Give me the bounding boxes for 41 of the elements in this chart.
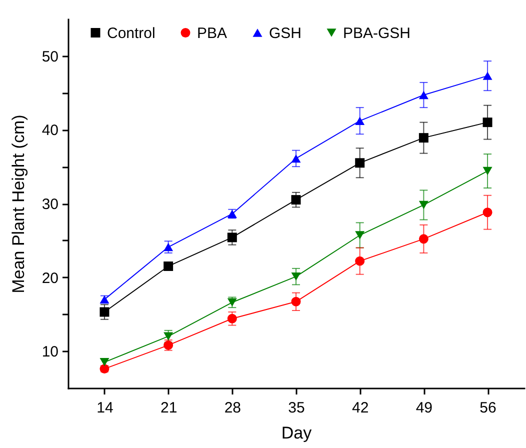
point	[291, 195, 301, 205]
point	[418, 133, 428, 143]
y-tick-label: 10	[42, 344, 58, 361]
point	[291, 154, 301, 163]
y-axis-title: Mean Plant Height (cm)	[8, 114, 28, 294]
point	[355, 256, 365, 266]
point	[418, 90, 428, 100]
point	[482, 72, 492, 80]
point	[355, 116, 365, 125]
point	[227, 314, 237, 324]
x-tick-label: 42	[352, 400, 369, 416]
point	[227, 232, 237, 242]
legend-label: PBA-GSH	[343, 24, 411, 42]
x-axis-title: Day	[281, 424, 312, 442]
y-tick-label: 30	[42, 196, 58, 213]
point	[355, 231, 365, 240]
point	[355, 158, 365, 168]
point	[418, 234, 428, 244]
x-tick-label: 28	[224, 400, 242, 416]
x-tick-label: 56	[480, 400, 496, 416]
point	[164, 261, 174, 271]
point	[482, 208, 492, 218]
y-tick-label: 40	[42, 122, 58, 140]
point	[482, 118, 492, 128]
y-tick-label: 20	[42, 270, 58, 287]
point	[100, 307, 110, 317]
x-tick-label: 49	[416, 400, 433, 416]
x-tick-label: 14	[96, 400, 114, 416]
x-tick-label: 35	[288, 400, 305, 416]
point	[164, 242, 174, 252]
point	[418, 200, 428, 210]
legend-label: PBA	[197, 24, 228, 42]
point	[291, 272, 301, 281]
legend-label: GSH	[269, 24, 302, 42]
point	[482, 166, 492, 176]
x-tick-label: 21	[160, 400, 178, 416]
point	[227, 298, 237, 306]
legend-label: Control	[107, 24, 156, 42]
point	[164, 332, 174, 340]
point	[291, 296, 301, 306]
y-tick-label: 50	[42, 48, 58, 66]
